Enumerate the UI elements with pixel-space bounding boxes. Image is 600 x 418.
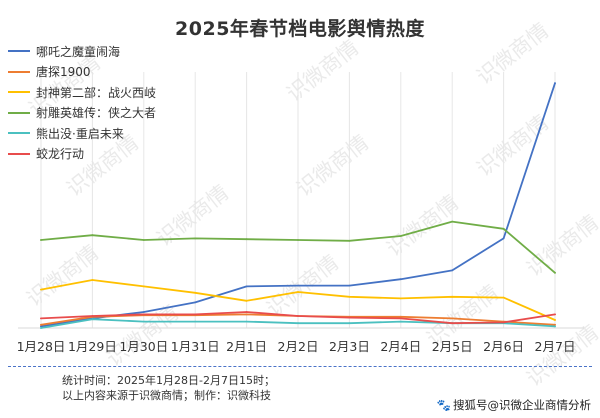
data-point-s6-9 [451,322,454,325]
x-tick-label-4: 1月31日 [171,339,220,354]
data-point-s4-2 [91,234,94,237]
data-point-s4-9 [451,220,454,223]
data-point-s3-5 [245,299,248,302]
x-tick-label-2: 1月29日 [68,339,117,354]
legend-label-2: 唐探1900 [36,65,91,80]
x-tick-label-9: 2月5日 [432,339,473,354]
x-tick-label-5: 2月1日 [226,339,267,354]
data-point-s1-3 [142,311,145,313]
data-point-s5-4 [194,320,197,323]
paw-icon: 🐾 [436,398,451,412]
x-tick-label-1: 1月28日 [17,339,66,354]
data-point-s4-1 [40,239,42,241]
legend-item-3: 封神第二部：战火西岐 [8,82,156,103]
data-point-s4-7 [348,239,351,242]
data-point-s5-3 [142,320,145,323]
data-point-s5-11 [554,325,556,328]
data-point-s1-1 [40,325,42,328]
x-tick-label-3: 1月30日 [119,339,168,354]
x-tick-label-7: 2月3日 [329,339,370,354]
data-point-s4-5 [245,238,248,241]
data-point-s6-4 [194,313,197,316]
data-point-s6-3 [142,313,145,316]
legend-swatch-3 [8,91,30,94]
source-credit[interactable]: 🐾 搜狐号@识微企业商情分析 [437,397,591,413]
legend-item-2: 唐探1900 [8,62,156,83]
legend-swatch-6 [8,152,30,155]
data-point-s3-1 [40,288,42,291]
chart-title: 2025年春节档电影舆情热度 [175,18,425,40]
data-point-s1-6 [297,284,299,287]
data-point-s5-2 [91,318,94,321]
legend-label-5: 熊出没·重启未来 [36,126,124,141]
legend-swatch-1 [8,50,30,53]
data-point-s6-1 [40,317,42,320]
data-point-s6-8 [399,317,402,320]
x-tick-label-8: 2月4日 [380,339,421,354]
data-point-s1-11 [554,82,556,85]
data-point-s4-8 [399,235,402,237]
data-point-s1-8 [399,278,402,281]
legend-label-3: 封神第二部：战火西岐 [36,85,157,100]
data-point-s2-8 [399,315,402,318]
data-point-s1-7 [348,284,351,287]
legend-label-1: 哪吒之魔童闹海 [36,44,121,59]
legend-swatch-4 [8,111,30,114]
x-tick-label-10: 2月6日 [483,339,524,354]
data-point-s3-6 [297,291,299,293]
data-point-s3-9 [451,295,454,298]
x-tick-label-6: 2月2日 [278,339,319,354]
footer-divider [8,366,592,367]
data-point-s1-9 [451,269,454,272]
chart-legend: 哪吒之魔童闹海 唐探1900 封神第二部：战火西岐 射雕英雄传：侠之大者 熊出没·重启未… [8,41,156,164]
source-credit-text: 搜狐号@识微企业商情分析 [453,398,591,412]
data-point-s1-10 [502,237,505,240]
data-point-s3-3 [142,285,145,288]
legend-label-6: 蛟龙行动 [36,147,85,162]
chart-footnote: 统计时间：2025年1月28日-2月7日15时； 以上内容来源于识微商情；制作：… [62,373,275,403]
data-point-s6-6 [297,315,299,317]
data-point-s3-7 [348,295,351,298]
legend-swatch-2 [8,70,30,73]
data-point-s1-4 [194,301,197,304]
data-point-s4-11 [554,271,556,274]
data-point-s2-9 [451,317,454,320]
legend-label-4: 射雕英雄传：侠之大者 [36,106,157,121]
data-point-s1-5 [245,285,248,288]
data-point-s2-5 [245,313,248,316]
data-point-s4-10 [502,227,505,230]
data-point-s6-2 [91,315,94,317]
footnote-line-2: 以上内容来源于识微商情；制作：识微科技 [62,389,271,402]
data-point-s3-10 [502,296,505,299]
data-point-s6-5 [245,311,248,313]
data-point-s3-8 [399,297,402,300]
data-point-s2-11 [554,323,556,326]
legend-item-5: 熊出没·重启未来 [8,123,156,144]
data-point-s6-11 [554,313,556,316]
legend-item-1: 哪吒之魔童闹海 [8,41,156,62]
data-point-s6-7 [348,316,351,319]
data-point-s3-2 [91,279,94,281]
data-point-s5-1 [40,327,42,329]
data-point-s5-7 [348,322,351,325]
x-tick-label-11: 2月7日 [535,339,576,354]
legend-item-6: 蛟龙行动 [8,144,156,165]
legend-swatch-5 [8,132,30,135]
data-point-s3-4 [194,291,197,294]
data-point-s2-1 [40,323,42,326]
data-point-s4-3 [142,239,145,241]
data-point-s3-11 [554,319,556,321]
legend-item-4: 射雕英雄传：侠之大者 [8,103,156,124]
data-point-s5-8 [399,320,402,323]
data-point-s4-6 [297,239,299,241]
data-point-s5-5 [245,320,248,323]
data-point-s5-6 [297,322,299,325]
footnote-line-1: 统计时间：2025年1月28日-2月7日15时； [62,374,275,387]
data-point-s4-4 [194,237,197,240]
data-point-s6-10 [502,321,505,324]
